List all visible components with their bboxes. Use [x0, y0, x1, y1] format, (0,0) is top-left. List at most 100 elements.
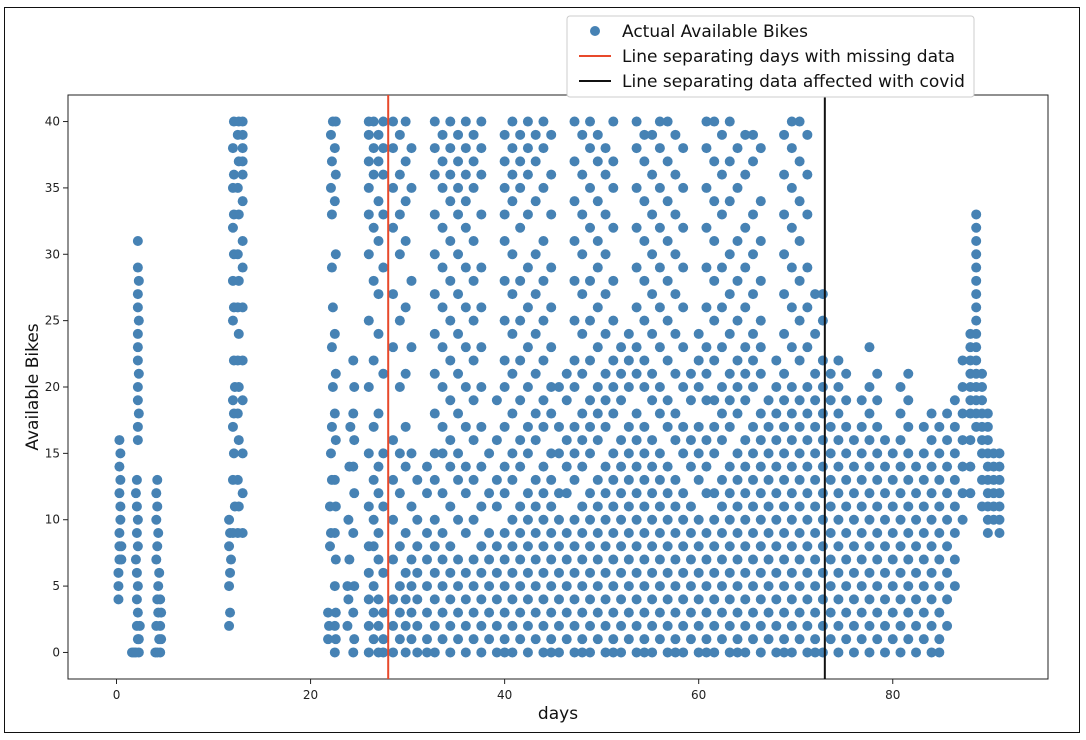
data-point	[491, 395, 502, 406]
data-point	[817, 382, 828, 392]
data-point	[724, 328, 735, 339]
data-point	[654, 143, 665, 154]
data-point	[639, 448, 650, 459]
data-point	[530, 249, 541, 260]
data-point	[709, 156, 720, 167]
data-point	[903, 554, 914, 565]
data-point	[368, 275, 379, 286]
data-point	[592, 196, 603, 207]
data-point	[833, 541, 844, 552]
data-point	[388, 289, 399, 300]
data-point	[453, 249, 464, 260]
data-point	[437, 342, 448, 353]
data-point	[363, 594, 374, 605]
data-point	[522, 514, 533, 525]
data-point	[394, 581, 405, 592]
data-point	[600, 541, 611, 552]
data-point	[460, 567, 471, 578]
data-point	[437, 634, 448, 645]
data-point	[670, 607, 681, 618]
data-point	[522, 594, 533, 605]
data-point	[647, 368, 658, 379]
data-point	[724, 421, 735, 432]
data-point	[740, 620, 751, 631]
data-point	[786, 435, 797, 446]
data-point	[724, 620, 735, 631]
data-point	[748, 554, 759, 565]
data-point	[864, 408, 875, 419]
data-point	[817, 620, 828, 631]
data-point	[647, 328, 658, 339]
data-point	[810, 607, 821, 618]
data-point	[918, 448, 929, 459]
data-point	[429, 143, 440, 154]
data-point	[949, 448, 960, 459]
data-point	[585, 488, 596, 499]
data-point	[151, 554, 162, 565]
data-point	[577, 554, 588, 565]
y-tick-label: 15	[45, 446, 60, 460]
data-point	[460, 461, 471, 472]
data-point	[802, 262, 813, 273]
data-point	[453, 554, 464, 565]
data-point	[833, 514, 844, 525]
data-point	[499, 528, 510, 538]
data-point	[329, 620, 340, 631]
data-point	[484, 607, 495, 618]
data-point	[740, 435, 751, 446]
data-point	[546, 647, 557, 658]
data-point	[592, 342, 603, 353]
data-point	[400, 116, 411, 127]
data-point	[553, 488, 564, 499]
data-point	[378, 262, 389, 273]
data-point	[701, 435, 712, 446]
data-point	[600, 289, 611, 300]
data-point	[530, 554, 541, 565]
data-point	[608, 581, 619, 592]
data-point	[484, 554, 495, 565]
data-point	[779, 289, 790, 300]
data-point	[623, 554, 634, 565]
data-point	[716, 581, 727, 592]
data-point	[476, 169, 487, 180]
data-point	[429, 647, 440, 658]
data-point	[794, 395, 805, 406]
data-point	[701, 647, 712, 658]
data-point	[326, 342, 337, 353]
y-tick-label: 25	[45, 314, 60, 328]
data-point	[522, 647, 533, 658]
data-point	[662, 647, 673, 658]
data-point	[342, 620, 353, 631]
data-point	[237, 262, 248, 273]
data-point	[763, 607, 774, 618]
data-point	[507, 328, 518, 339]
data-point	[864, 435, 875, 446]
data-point	[476, 647, 487, 658]
data-point	[647, 169, 658, 180]
data-point	[724, 196, 735, 207]
data-point	[639, 647, 650, 658]
x-axis-label: days	[538, 704, 578, 724]
data-point	[388, 474, 399, 485]
data-point	[569, 275, 580, 286]
data-point	[437, 554, 448, 565]
data-point	[631, 302, 642, 313]
data-point	[763, 554, 774, 565]
data-point	[132, 355, 143, 366]
data-point	[445, 236, 456, 246]
data-point	[771, 435, 782, 446]
data-point	[755, 461, 766, 472]
data-point	[647, 461, 658, 472]
data-point	[794, 528, 805, 538]
data-point	[373, 129, 384, 140]
data-point	[678, 182, 689, 193]
data-point	[732, 647, 743, 658]
legend: Actual Available Bikes Line separating d…	[566, 15, 975, 98]
data-point	[833, 461, 844, 472]
data-point	[748, 382, 759, 392]
data-point	[530, 435, 541, 446]
data-point	[670, 554, 681, 565]
data-point	[887, 501, 898, 512]
data-point	[926, 594, 937, 605]
data-point	[388, 514, 399, 525]
